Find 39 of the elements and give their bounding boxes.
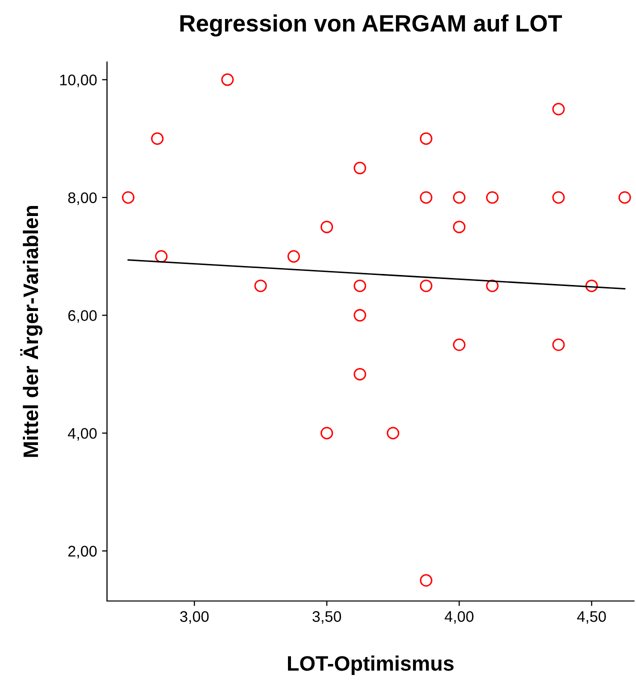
point (151, 132, 164, 145)
y-tick-label: 10,00 (60, 74, 97, 88)
point (420, 574, 432, 587)
point (386, 426, 400, 440)
point (452, 220, 466, 234)
point (354, 368, 366, 380)
point (452, 338, 466, 352)
x-axis-title: LOT-Optimismus (288, 656, 454, 675)
point (122, 191, 134, 204)
point (552, 102, 565, 116)
x-tick-label: 4,00 (444, 611, 474, 624)
point (420, 132, 432, 145)
point (354, 280, 366, 292)
y-tick-label: 8,00 (68, 192, 97, 205)
point (420, 191, 432, 204)
point (585, 280, 598, 292)
point (320, 220, 334, 234)
point (420, 280, 432, 292)
x-tick-label: 4,50 (577, 611, 606, 624)
point (221, 73, 234, 86)
point (618, 191, 631, 204)
point (320, 426, 334, 440)
point (254, 280, 267, 292)
y-tick-label: 2,00 (68, 546, 97, 558)
point (287, 250, 300, 263)
point (552, 338, 565, 352)
point (452, 191, 466, 204)
point (552, 191, 565, 204)
y-tick-label: 4,00 (68, 428, 97, 441)
chart-title: Regression von AERGAM auf LOT (180, 14, 562, 36)
x-tick-label: 3,00 (180, 611, 209, 624)
point (486, 191, 499, 204)
point (354, 309, 366, 322)
point (486, 280, 499, 292)
y-tick-label: 6,00 (68, 310, 97, 323)
y-axis-title: Mittel der Ärger-Variablen (20, 206, 42, 457)
point (155, 250, 168, 263)
point (354, 162, 366, 174)
x-tick-label: 3,50 (312, 611, 342, 624)
